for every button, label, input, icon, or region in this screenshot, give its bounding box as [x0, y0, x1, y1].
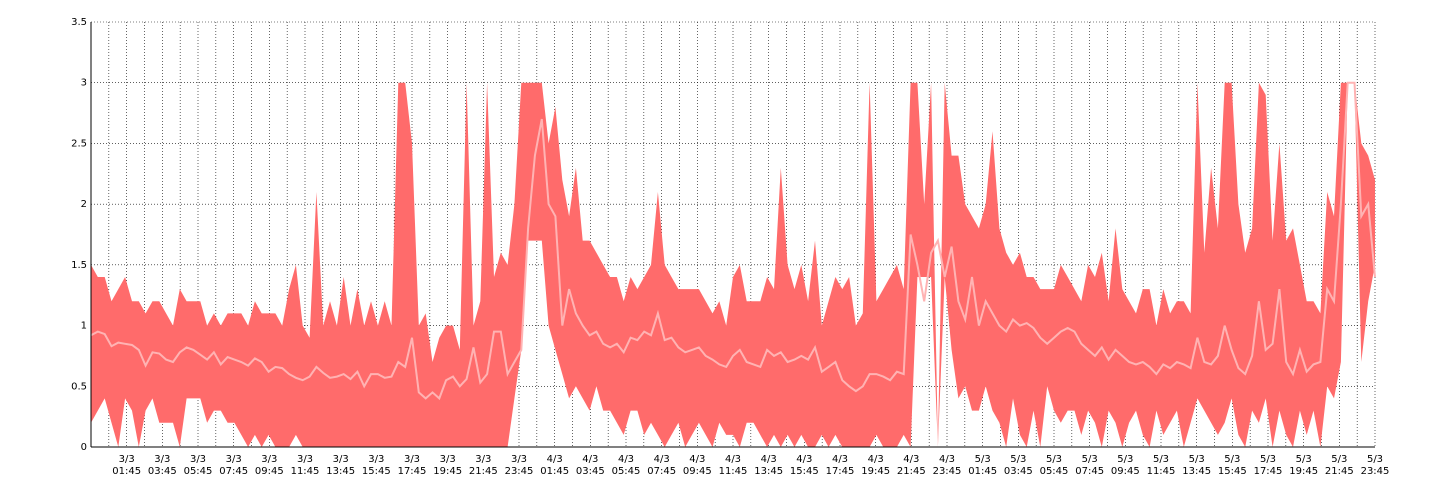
- x-tick-date: 5/3: [1189, 454, 1205, 465]
- x-tick-date: 3/3: [333, 454, 349, 465]
- mean-line: [90, 81, 1376, 401]
- x-tick-time: 23:45: [505, 466, 534, 477]
- x-tick-date: 4/3: [582, 454, 598, 465]
- x-tick-time: 17:45: [398, 466, 427, 477]
- x-tick-time: 21:45: [469, 466, 498, 477]
- y-tick-label: 3: [81, 78, 87, 89]
- y-tick-label: 0: [81, 442, 87, 453]
- x-tick-time: 21:45: [1325, 466, 1354, 477]
- x-tick-date: 4/3: [654, 454, 670, 465]
- x-tick-date: 5/3: [1010, 454, 1026, 465]
- x-tick-time: 19:45: [1289, 466, 1318, 477]
- x-tick-time: 09:45: [1111, 466, 1140, 477]
- x-tick-time: 07:45: [647, 466, 676, 477]
- x-tick-date: 3/3: [475, 454, 491, 465]
- x-tick-time: 01:45: [112, 466, 141, 477]
- y-tick-label: 0.5: [71, 381, 87, 392]
- x-tick-time: 11:45: [719, 466, 748, 477]
- x-tick-time: 13:45: [754, 466, 783, 477]
- x-tick-date: 3/3: [440, 454, 456, 465]
- x-tick-time: 07:45: [219, 466, 248, 477]
- x-tick-date: 5/3: [1367, 454, 1383, 465]
- x-tick-date: 4/3: [618, 454, 634, 465]
- x-tick-time: 03:45: [1004, 466, 1033, 477]
- x-tick-date: 4/3: [725, 454, 741, 465]
- x-tick-date: 5/3: [975, 454, 991, 465]
- x-tick-time: 19:45: [433, 466, 462, 477]
- x-tick-date: 5/3: [1331, 454, 1347, 465]
- x-tick-date: 4/3: [868, 454, 884, 465]
- y-tick-labels: 0 0.5 1 1.5 2 2.5 3 3.5: [71, 17, 87, 453]
- x-tick-time: 13:45: [326, 466, 355, 477]
- x-tick-time: 15:45: [790, 466, 819, 477]
- x-tick-date: 4/3: [547, 454, 563, 465]
- x-tick-date: 3/3: [511, 454, 527, 465]
- x-tick-date: 3/3: [261, 454, 277, 465]
- x-tick-time: 23:45: [1361, 466, 1390, 477]
- x-tick-time: 03:45: [576, 466, 605, 477]
- x-tick-time: 11:45: [1147, 466, 1176, 477]
- x-tick-time: 07:45: [1075, 466, 1104, 477]
- x-tick-time: 13:45: [1182, 466, 1211, 477]
- x-tick-date: 3/3: [119, 454, 135, 465]
- x-tick-labels: 3/301:453/303:453/305:453/307:453/309:45…: [112, 454, 1389, 477]
- x-tick-time: 03:45: [148, 466, 177, 477]
- y-tick-label: 1.5: [71, 260, 87, 271]
- x-tick-date: 3/3: [226, 454, 242, 465]
- x-tick-date: 4/3: [903, 454, 919, 465]
- x-tick-time: 09:45: [255, 466, 284, 477]
- y-tick-label: 3.5: [71, 17, 87, 28]
- x-tick-time: 05:45: [184, 466, 213, 477]
- x-tick-date: 4/3: [796, 454, 812, 465]
- x-tick-date: 4/3: [939, 454, 955, 465]
- axes: [90, 22, 1375, 448]
- x-tick-time: 05:45: [1040, 466, 1069, 477]
- x-tick-time: 23:45: [933, 466, 962, 477]
- y-tick-label: 1: [81, 321, 87, 332]
- x-tick-date: 4/3: [832, 454, 848, 465]
- x-tick-time: 19:45: [861, 466, 890, 477]
- x-tick-time: 17:45: [826, 466, 855, 477]
- x-tick-time: 17:45: [1254, 466, 1283, 477]
- x-tick-date: 5/3: [1046, 454, 1062, 465]
- x-tick-date: 5/3: [1224, 454, 1240, 465]
- min-max-band: [91, 82, 1375, 447]
- series-layer: [90, 81, 1376, 447]
- x-tick-time: 01:45: [968, 466, 997, 477]
- y-tick-label: 2.5: [71, 138, 87, 149]
- x-tick-date: 3/3: [154, 454, 170, 465]
- x-tick-date: 4/3: [761, 454, 777, 465]
- x-tick-time: 15:45: [1218, 466, 1247, 477]
- x-tick-date: 5/3: [1082, 454, 1098, 465]
- x-tick-date: 4/3: [689, 454, 705, 465]
- x-tick-time: 11:45: [291, 466, 320, 477]
- x-tick-time: 01:45: [540, 466, 569, 477]
- x-tick-date: 5/3: [1117, 454, 1133, 465]
- x-tick-time: 05:45: [612, 466, 641, 477]
- x-tick-time: 21:45: [897, 466, 926, 477]
- x-tick-date: 3/3: [368, 454, 384, 465]
- x-tick-date: 5/3: [1296, 454, 1312, 465]
- x-tick-time: 09:45: [683, 466, 712, 477]
- x-tick-date: 3/3: [190, 454, 206, 465]
- x-tick-date: 5/3: [1260, 454, 1276, 465]
- x-tick-date: 3/3: [297, 454, 313, 465]
- x-tick-date: 3/3: [404, 454, 420, 465]
- x-tick-date: 5/3: [1153, 454, 1169, 465]
- y-tick-label: 2: [81, 199, 87, 210]
- x-tick-time: 15:45: [362, 466, 391, 477]
